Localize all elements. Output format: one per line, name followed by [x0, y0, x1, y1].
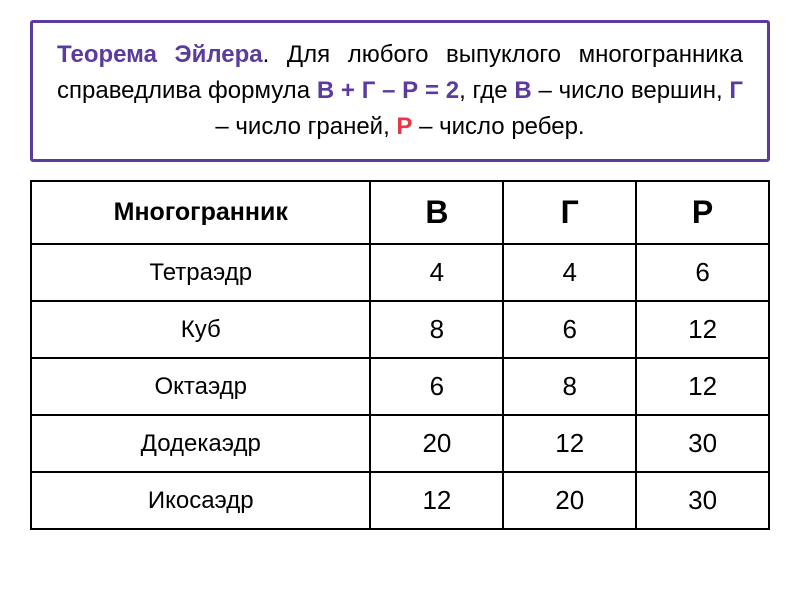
- table-row: Тетраэдр 4 4 6: [31, 244, 769, 301]
- cell-p: 30: [636, 415, 769, 472]
- cell-g: 4: [503, 244, 636, 301]
- table-row: Куб 8 6 12: [31, 301, 769, 358]
- cell-v: 4: [370, 244, 503, 301]
- theorem-text-4: – число граней,: [215, 113, 396, 140]
- header-name: Многогранник: [31, 181, 370, 244]
- table-row: Додекаэдр 20 12 30: [31, 415, 769, 472]
- cell-g: 8: [503, 358, 636, 415]
- polyhedra-table: Многогранник В Г Р Тетраэдр 4 4 6 Куб 8 …: [30, 180, 770, 530]
- var-p: Р: [396, 113, 412, 140]
- cell-name: Додекаэдр: [31, 415, 370, 472]
- table-header-row: Многогранник В Г Р: [31, 181, 769, 244]
- var-g: Г: [729, 77, 743, 104]
- cell-v: 12: [370, 472, 503, 529]
- theorem-title: Теорема Эйлера: [57, 41, 263, 68]
- cell-name: Тетраэдр: [31, 244, 370, 301]
- cell-v: 8: [370, 301, 503, 358]
- cell-name: Куб: [31, 301, 370, 358]
- cell-name: Икосаэдр: [31, 472, 370, 529]
- cell-p: 12: [636, 358, 769, 415]
- theorem-formula: В + Г – Р = 2: [317, 77, 459, 104]
- cell-g: 6: [503, 301, 636, 358]
- header-v: В: [370, 181, 503, 244]
- table-row: Икосаэдр 12 20 30: [31, 472, 769, 529]
- theorem-text-5: – число ребер.: [412, 113, 584, 140]
- theorem-text-2: , где: [459, 77, 514, 104]
- header-p: Р: [636, 181, 769, 244]
- theorem-box: Теорема Эйлера. Для любого выпуклого мно…: [30, 20, 770, 162]
- cell-g: 12: [503, 415, 636, 472]
- cell-g: 20: [503, 472, 636, 529]
- header-g: Г: [503, 181, 636, 244]
- cell-v: 20: [370, 415, 503, 472]
- cell-v: 6: [370, 358, 503, 415]
- var-v: В: [514, 77, 531, 104]
- theorem-text-3: – число вершин,: [532, 77, 730, 104]
- table-row: Октаэдр 6 8 12: [31, 358, 769, 415]
- cell-p: 12: [636, 301, 769, 358]
- cell-p: 30: [636, 472, 769, 529]
- cell-p: 6: [636, 244, 769, 301]
- cell-name: Октаэдр: [31, 358, 370, 415]
